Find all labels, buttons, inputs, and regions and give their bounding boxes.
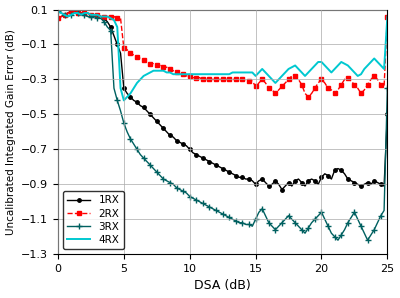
1RX <box>280 188 284 191</box>
1RX <box>69 10 74 13</box>
3RX <box>207 205 212 209</box>
2RX <box>69 10 74 13</box>
3RX <box>253 218 258 221</box>
2RX <box>256 81 261 85</box>
2RX <box>210 78 215 81</box>
3RX <box>138 153 143 156</box>
4RX <box>385 15 390 18</box>
4RX <box>79 13 84 17</box>
3RX <box>56 10 60 13</box>
2RX <box>385 15 390 18</box>
1RX <box>82 11 87 15</box>
4RX <box>122 99 126 102</box>
3RX <box>79 13 84 17</box>
2RX <box>309 91 314 95</box>
4RX <box>141 74 146 78</box>
1RX <box>56 16 60 20</box>
4RX <box>290 66 294 69</box>
4RX <box>256 71 261 74</box>
X-axis label: DSA (dB): DSA (dB) <box>194 280 251 292</box>
3RX <box>286 214 291 218</box>
1RX <box>309 177 314 181</box>
Line: 2RX: 2RX <box>56 10 389 99</box>
2RX <box>141 58 146 62</box>
1RX <box>141 105 146 109</box>
Y-axis label: Uncalibrated Integrated Gain Error (dB): Uncalibrated Integrated Gain Error (dB) <box>6 29 16 235</box>
3RX <box>303 232 308 235</box>
2RX <box>82 11 87 15</box>
1RX <box>256 179 261 183</box>
3RX <box>336 238 340 242</box>
2RX <box>56 16 60 20</box>
1RX <box>385 113 390 116</box>
Line: 4RX: 4RX <box>58 11 387 100</box>
Line: 1RX: 1RX <box>56 10 389 191</box>
Legend: 1RX, 2RX, 3RX, 4RX: 1RX, 2RX, 3RX, 4RX <box>63 191 124 249</box>
Line: 3RX: 3RX <box>55 9 390 243</box>
4RX <box>210 72 215 76</box>
1RX <box>210 162 215 165</box>
4RX <box>306 71 311 74</box>
3RX <box>385 86 390 90</box>
4RX <box>56 10 60 13</box>
2RX <box>306 95 311 99</box>
1RX <box>293 179 298 183</box>
2RX <box>290 74 294 78</box>
